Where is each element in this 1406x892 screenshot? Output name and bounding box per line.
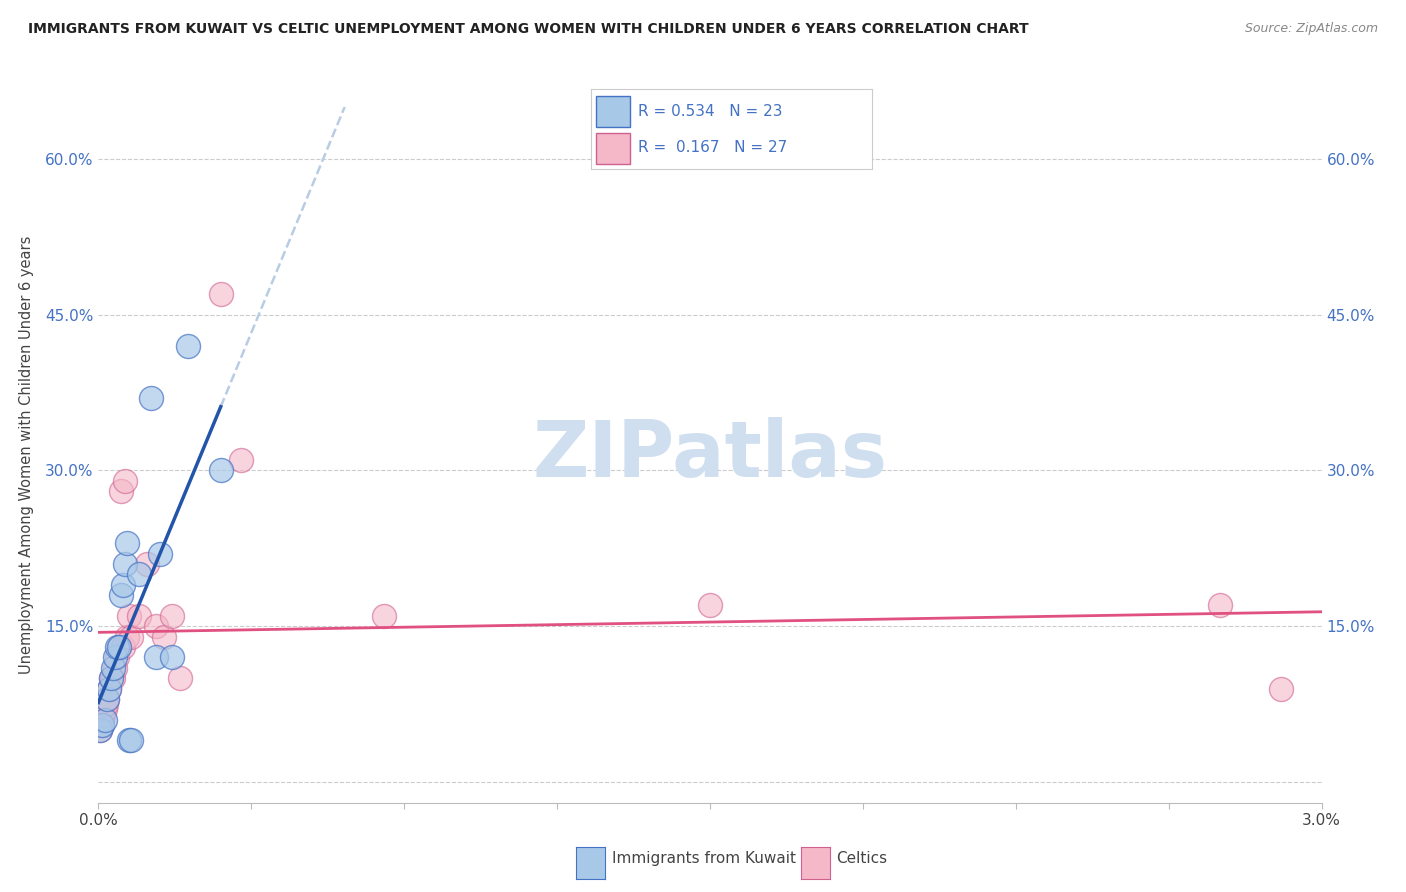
Point (110, 484, 132, 499)
Point (89, 723, 111, 738)
Point (145, 650, 167, 665)
Point (108, 640, 131, 654)
Point (118, 733, 141, 747)
Text: ZIPatlas: ZIPatlas (533, 417, 887, 493)
Point (1208, 599, 1232, 613)
Text: Celtics: Celtics (837, 852, 887, 866)
Point (145, 619, 167, 633)
Point (111, 578, 134, 592)
Point (97, 681, 120, 696)
Point (105, 640, 128, 654)
Point (160, 650, 183, 665)
Point (120, 733, 142, 747)
Point (90, 718, 112, 732)
Point (114, 557, 136, 571)
Point (96, 692, 118, 706)
Point (91, 713, 114, 727)
Text: Source: ZipAtlas.com: Source: ZipAtlas.com (1244, 22, 1378, 36)
Point (141, 391, 163, 405)
Point (89, 723, 111, 738)
Point (149, 547, 172, 561)
Text: IMMIGRANTS FROM KUWAIT VS CELTIC UNEMPLOYMENT AMONG WOMEN WITH CHILDREN UNDER 6 : IMMIGRANTS FROM KUWAIT VS CELTIC UNEMPLO… (28, 22, 1029, 37)
Point (96, 692, 118, 706)
Point (93, 702, 115, 716)
Point (177, 339, 200, 353)
Point (128, 567, 150, 582)
Text: Immigrants from Kuwait: Immigrants from Kuwait (612, 852, 796, 866)
Point (152, 630, 174, 644)
Point (108, 640, 131, 654)
Point (101, 661, 124, 675)
Point (160, 608, 183, 623)
Point (91, 718, 114, 732)
Point (114, 474, 136, 488)
Point (128, 608, 150, 623)
Point (104, 650, 127, 665)
Point (111, 640, 134, 654)
FancyBboxPatch shape (596, 133, 630, 164)
Point (231, 453, 253, 467)
Point (209, 287, 232, 301)
Point (105, 650, 128, 665)
Point (100, 671, 122, 685)
Point (169, 671, 191, 685)
Point (373, 608, 395, 623)
Point (100, 671, 122, 685)
Text: R = 0.534   N = 23: R = 0.534 N = 23 (638, 104, 783, 120)
Point (1270, 681, 1292, 696)
Point (110, 588, 132, 602)
FancyBboxPatch shape (596, 96, 630, 127)
Point (101, 671, 124, 685)
Point (93, 713, 115, 727)
Point (120, 630, 142, 644)
Text: R =  0.167   N = 27: R = 0.167 N = 27 (638, 139, 787, 154)
Y-axis label: Unemployment Among Women with Children Under 6 years: Unemployment Among Women with Children U… (18, 235, 34, 674)
Point (115, 630, 138, 644)
Point (118, 608, 141, 623)
Point (91, 707, 114, 722)
Point (115, 536, 138, 550)
Point (699, 599, 721, 613)
Point (97, 681, 120, 696)
Point (136, 557, 159, 571)
Point (209, 463, 232, 477)
Point (104, 661, 127, 675)
Point (94, 697, 117, 711)
